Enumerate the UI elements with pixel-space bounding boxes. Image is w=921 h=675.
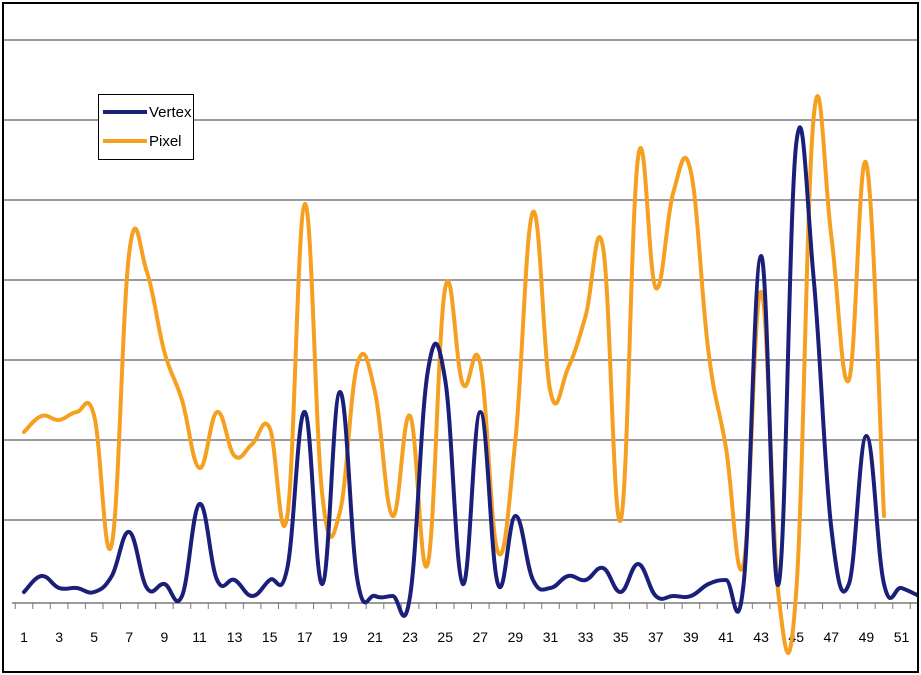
x-tick-label: 3: [55, 629, 63, 645]
x-tick-label: 39: [683, 629, 699, 645]
x-tick-label: 29: [508, 629, 524, 645]
x-tick-label: 43: [753, 629, 769, 645]
x-tick-label: 11: [192, 629, 207, 645]
x-tick-label: 31: [543, 629, 559, 645]
x-tick-label: 23: [402, 629, 418, 645]
legend-item-pixel: Pixel: [99, 131, 182, 151]
x-tick-label: 25: [437, 629, 453, 645]
x-tick-label: 7: [125, 629, 133, 645]
x-tick-label: 15: [262, 629, 278, 645]
x-tick-label: 9: [161, 629, 169, 645]
x-axis: 1 3 5 7 9 11 13 15 17 19 21 23 25 27 29 31 33 35 37 39 41 43 4…: [12, 602, 917, 645]
x-tick-label: 13: [227, 629, 243, 645]
x-tick-label: 47: [824, 629, 840, 645]
x-tick-label: 33: [578, 629, 594, 645]
x-tick-label: 5: [90, 629, 98, 645]
legend-swatch-vertex: [103, 110, 147, 114]
legend: Vertex Pixel: [98, 94, 194, 160]
x-tick-label: 41: [718, 629, 734, 645]
legend-label-pixel: Pixel: [149, 132, 182, 150]
x-tick-label: 35: [613, 629, 629, 645]
x-tick-label: 27: [473, 629, 489, 645]
series-lines: [22, 94, 917, 655]
legend-item-vertex: Vertex: [99, 102, 192, 122]
legend-swatch-pixel: [103, 139, 147, 143]
legend-label-vertex: Vertex: [149, 103, 192, 121]
x-tick-label: 51: [894, 629, 910, 645]
series-line-vertex: [22, 125, 917, 618]
x-tick-label: 19: [332, 629, 348, 645]
x-tick-label: 21: [367, 629, 383, 645]
x-tick-label: 17: [297, 629, 313, 645]
x-tick-label: 37: [648, 629, 664, 645]
x-tick-label: 1: [20, 629, 28, 645]
x-tick-label: 49: [859, 629, 875, 645]
